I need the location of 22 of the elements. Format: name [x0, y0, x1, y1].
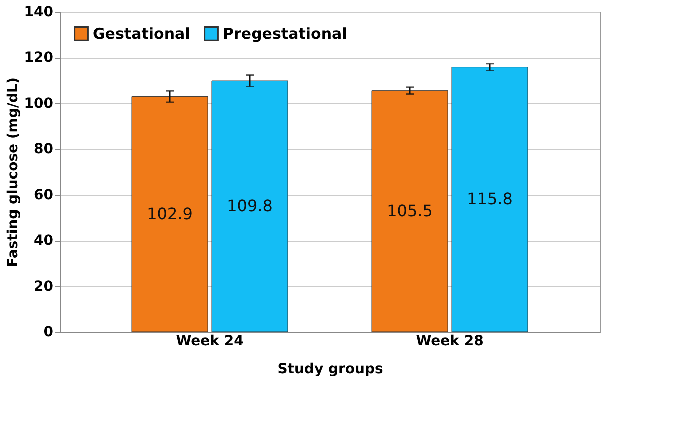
y-tick-label: 0	[44, 324, 54, 340]
data-label: 115.8	[467, 190, 513, 209]
y-tick-label: 120	[24, 50, 54, 66]
bar	[212, 80, 288, 332]
bar	[372, 90, 448, 332]
y-axis-title: Fasting glucose (mg/dL)	[5, 78, 22, 268]
y-tick-label: 100	[24, 96, 54, 112]
bar	[132, 96, 208, 332]
legend-label: Pregestational	[223, 24, 348, 43]
x-axis-title: Study groups	[278, 362, 384, 378]
bar	[452, 67, 528, 332]
y-tick-label: 40	[34, 233, 54, 250]
data-label: 105.5	[387, 201, 433, 220]
x-tick-label: Week 24	[176, 334, 244, 350]
y-tick-label: 60	[34, 187, 54, 204]
data-label: 102.9	[147, 204, 193, 224]
y-tick-label: 20	[34, 278, 54, 295]
legend-label: Gestational	[93, 24, 190, 43]
data-label: 109.8	[227, 196, 273, 216]
y-tick-label: 80	[34, 142, 54, 158]
x-tick-label: Week 28	[416, 334, 484, 350]
y-tick-label: 140	[24, 4, 54, 20]
